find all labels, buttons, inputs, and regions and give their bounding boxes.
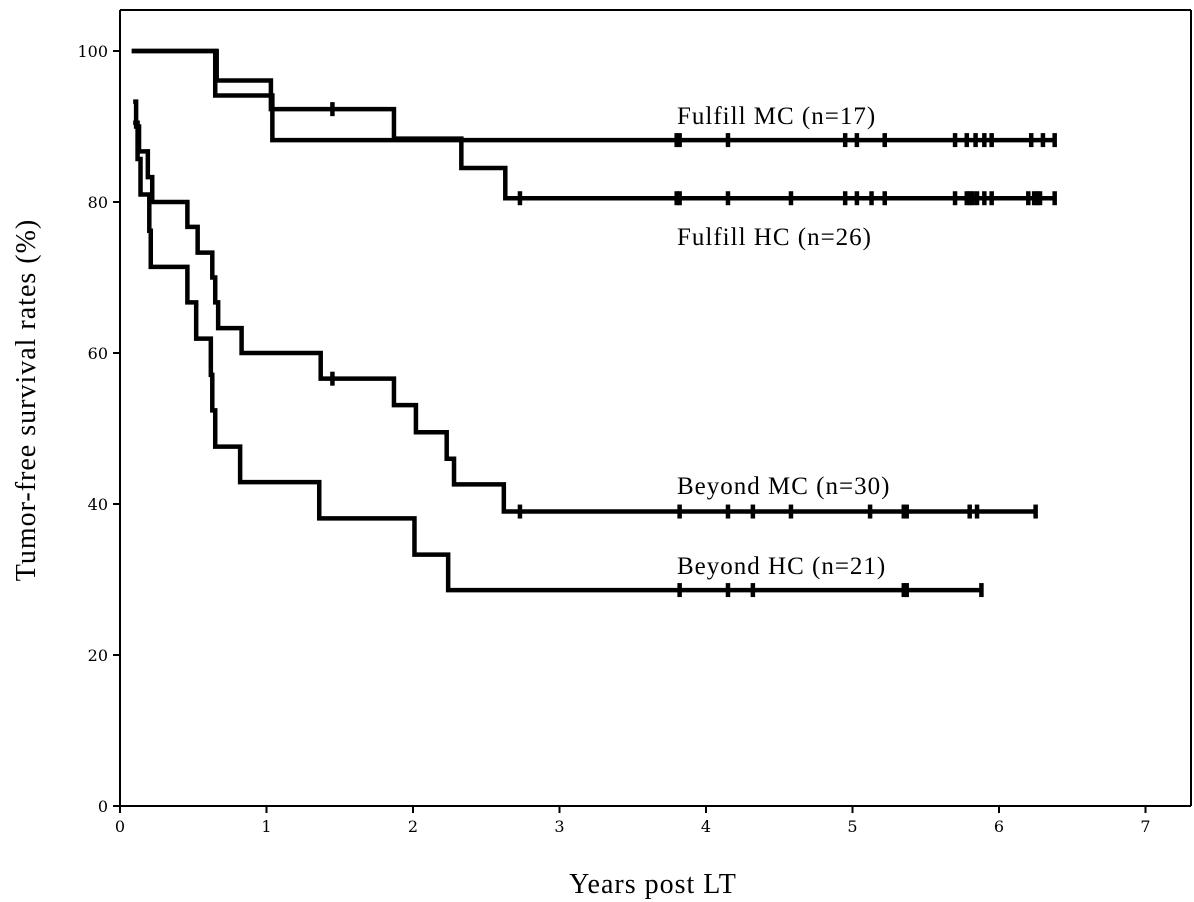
y-tick-label: 100 [77,42,108,61]
plot-frame [119,9,1192,807]
series-line-2 [133,99,1036,514]
x-tick-label: 4 [701,817,711,836]
y-tick-label: 0 [98,797,108,816]
y-axis-title: Tumor-free survival rates (%) [11,219,42,582]
x-tick-label: 3 [554,817,564,836]
x-tick-label: 6 [994,817,1004,836]
survival-curves [131,48,1057,598]
series-labels: Fulfill MC (n=17) Fulfill HC (n=26) Beyond… [677,103,890,580]
y-tick-label: 80 [88,193,108,212]
x-tick-label: 2 [408,817,418,836]
x-tick-label: 7 [1140,817,1150,836]
series-line-1 [131,48,1055,201]
x-tick-label: 0 [115,817,125,836]
y-tick-label: 20 [88,646,108,665]
x-axis-title: Years post LT [569,869,737,900]
y-tick-label: 60 [88,344,108,363]
x-tick-label: 5 [847,817,857,836]
x-axis: 0 1 2 3 4 5 6 7 [115,806,1151,836]
series-label-1: Fulfill HC (n=26) [677,224,872,251]
series-label-2: Beyond MC (n=30) [677,473,890,500]
series-label-0: Fulfill MC (n=17) [677,103,876,130]
y-tick-label: 40 [88,495,108,514]
series-line-3 [133,120,982,593]
series-label-3: Beyond HC (n=21) [677,553,886,580]
x-tick-label: 1 [261,817,271,836]
y-axis: 0 20 40 60 80 100 [77,42,120,816]
